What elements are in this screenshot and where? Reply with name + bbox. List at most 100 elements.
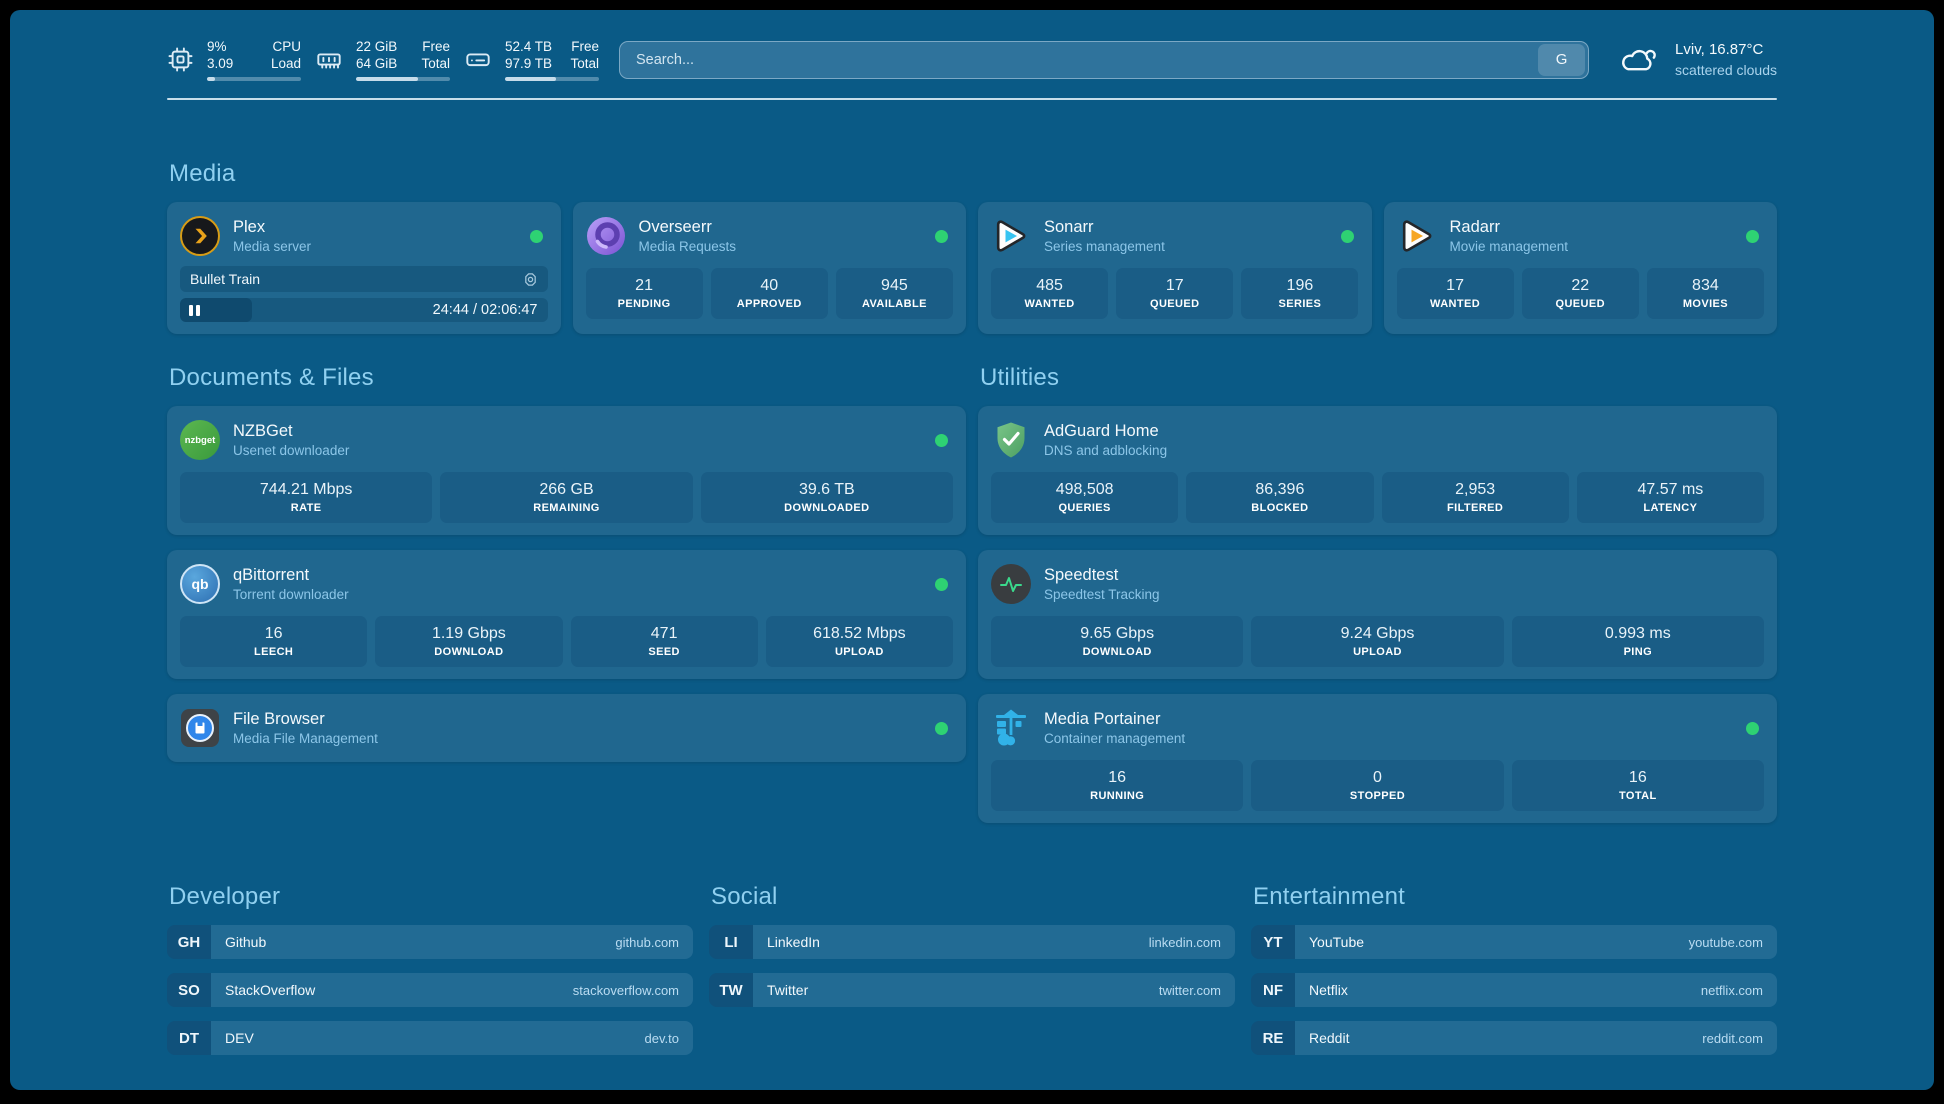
- card-qbittorrent[interactable]: qb qBittorrent Torrent downloader 16 LEE…: [167, 550, 966, 679]
- card-speedtest[interactable]: Speedtest Speedtest Tracking 9.65 Gbps D…: [978, 550, 1777, 679]
- bookmark-stackoverflow[interactable]: SO StackOverflow stackoverflow.com: [167, 973, 693, 1007]
- stat-tile: 21 PENDING: [585, 268, 703, 319]
- card-sonarr[interactable]: Sonarr Series management 485 WANTED 17 Q…: [978, 202, 1372, 334]
- bookmark-name: Github: [225, 934, 267, 950]
- header-divider: [167, 98, 1777, 100]
- app-description: Media Requests: [638, 239, 737, 254]
- app-name: Overseerr: [638, 218, 712, 236]
- status-dot: [935, 577, 948, 591]
- section-documents: Documents & Files nzbget NZBGet Usenet d…: [167, 364, 966, 762]
- bookmark-abbr: NF: [1251, 973, 1295, 1007]
- bookmark-reddit[interactable]: RE Reddit reddit.com: [1251, 1021, 1777, 1055]
- bookmark-twitter[interactable]: TW Twitter twitter.com: [709, 973, 1235, 1007]
- app-description: Container management: [1044, 731, 1186, 746]
- memory-total-value: 64 GiB: [356, 56, 398, 71]
- disk-total-label: Total: [570, 56, 599, 71]
- stat-tile: 834 MOVIES: [1646, 268, 1764, 319]
- card-adguard[interactable]: AdGuard Home DNS and adblocking 498,508 …: [978, 406, 1777, 535]
- bookmark-group-title: Social: [711, 883, 778, 910]
- bookmark-linkedin[interactable]: LI LinkedIn linkedin.com: [709, 925, 1235, 959]
- bookmark-url: stackoverflow.com: [572, 982, 679, 998]
- stat-tile: 40 APPROVED: [710, 268, 828, 319]
- app-name: File Browser: [233, 710, 325, 728]
- disk-free-label: Free: [571, 39, 599, 54]
- qbittorrent-icon: qb: [180, 564, 220, 604]
- bookmark-name: LinkedIn: [767, 934, 820, 950]
- app-description: Speedtest Tracking: [1044, 587, 1160, 602]
- weather-widget: Lviv, 16.87°C scattered clouds: [1617, 40, 1777, 79]
- search-input[interactable]: [620, 51, 1539, 68]
- bookmark-group-developer: Developer GH Github github.com SO StackO…: [167, 883, 693, 1069]
- bookmark-abbr: RE: [1251, 1021, 1295, 1055]
- bookmark-group-title: Developer: [169, 883, 281, 910]
- media-settings-icon[interactable]: [523, 272, 538, 287]
- adguard-icon: [991, 420, 1031, 460]
- overseerr-icon: [586, 216, 626, 256]
- bookmark-abbr: TW: [709, 973, 753, 1007]
- playback-progress-bar: 24:44 / 02:06:47: [180, 298, 548, 322]
- now-playing-title: Bullet Train: [190, 271, 261, 287]
- card-radarr[interactable]: Radarr Movie management 17 WANTED 22 QUE…: [1383, 202, 1777, 334]
- stat-tile: 16 TOTAL: [1511, 760, 1764, 811]
- section-media: Media Plex Media server: [167, 160, 1777, 334]
- bookmark-url: youtube.com: [1688, 934, 1763, 950]
- search-engine-button[interactable]: G: [1538, 43, 1586, 76]
- memory-progress-bar: [356, 77, 450, 81]
- app-description: Torrent downloader: [233, 587, 349, 602]
- disk-icon: [464, 46, 492, 73]
- disk-total-value: 97.9 TB: [505, 56, 553, 71]
- card-plex[interactable]: Plex Media server Bullet Train: [167, 202, 561, 334]
- stat-tile: 2,953 FILTERED: [1381, 472, 1569, 523]
- cpu-load-value: 3.09: [207, 56, 234, 71]
- bookmark-group-social: Social LI LinkedIn linkedin.com TW Twitt…: [709, 883, 1235, 1069]
- section-title-utilities: Utilities: [980, 364, 1060, 391]
- nzbget-icon: nzbget: [180, 420, 220, 460]
- status-dot: [1746, 721, 1759, 735]
- stat-tile: 47.57 ms LATENCY: [1576, 472, 1764, 523]
- stat-tile: 196 SERIES: [1241, 268, 1359, 319]
- status-dot: [1746, 229, 1759, 243]
- bookmark-abbr: GH: [167, 925, 211, 959]
- status-dot: [1340, 229, 1354, 243]
- bookmark-name: Twitter: [767, 982, 809, 998]
- status-dot: [529, 229, 543, 243]
- stat-tile: 9.65 Gbps DOWNLOAD: [991, 616, 1244, 667]
- card-filebrowser[interactable]: File Browser Media File Management: [167, 694, 966, 762]
- bookmark-youtube[interactable]: YT YouTube youtube.com: [1251, 925, 1777, 959]
- card-portainer[interactable]: Media Portainer Container management 16 …: [978, 694, 1777, 823]
- pause-icon[interactable]: [189, 304, 200, 316]
- app-description: Media server: [233, 239, 312, 254]
- stat-tile: 471 SEED: [570, 616, 758, 667]
- dashboard: 9% CPU 3.09 Load: [10, 10, 1934, 1090]
- stat-tile: 945 AVAILABLE: [835, 268, 953, 319]
- status-dot: [935, 721, 948, 735]
- status-dot: [935, 433, 948, 447]
- cpu-load-label: Load: [270, 56, 301, 71]
- cpu-progress-bar: [207, 77, 301, 81]
- app-description: DNS and adblocking: [1044, 443, 1168, 458]
- disk-free-value: 52.4 TB: [505, 39, 553, 54]
- stat-tile: 0.993 ms PING: [1511, 616, 1764, 667]
- disk-widget: 52.4 TB Free 97.9 TB Total: [464, 38, 599, 81]
- bookmark-url: dev.to: [644, 1030, 679, 1046]
- app-description: Media File Management: [233, 731, 378, 746]
- stat-tile: 39.6 TB DOWNLOADED: [700, 472, 953, 523]
- bookmark-group-entertainment: Entertainment YT YouTube youtube.com NF …: [1251, 883, 1777, 1069]
- memory-widget: 22 GiB Free 64 GiB Total: [315, 38, 450, 81]
- card-nzbget[interactable]: nzbget NZBGet Usenet downloader 744.21 M…: [167, 406, 966, 535]
- status-dot: [935, 229, 948, 243]
- cpu-icon: [167, 46, 194, 73]
- stat-tile: 86,396 BLOCKED: [1186, 472, 1374, 523]
- app-name: Media Portainer: [1044, 710, 1161, 728]
- stat-tile: 16 LEECH: [180, 616, 368, 667]
- bookmark-github[interactable]: GH Github github.com: [167, 925, 693, 959]
- app-name: AdGuard Home: [1044, 422, 1159, 440]
- bookmark-dev[interactable]: DT DEV dev.to: [167, 1021, 693, 1055]
- bookmark-name: Netflix: [1309, 982, 1348, 998]
- memory-free-value: 22 GiB: [356, 39, 398, 54]
- section-utilities: Utilities: [978, 364, 1777, 823]
- card-overseerr[interactable]: Overseerr Media Requests 21 PENDING 40 A…: [572, 202, 966, 334]
- bookmark-netflix[interactable]: NF Netflix netflix.com: [1251, 973, 1777, 1007]
- weather-location-temp: Lviv, 16.87°C: [1675, 41, 1764, 58]
- stat-tile: 16 RUNNING: [991, 760, 1244, 811]
